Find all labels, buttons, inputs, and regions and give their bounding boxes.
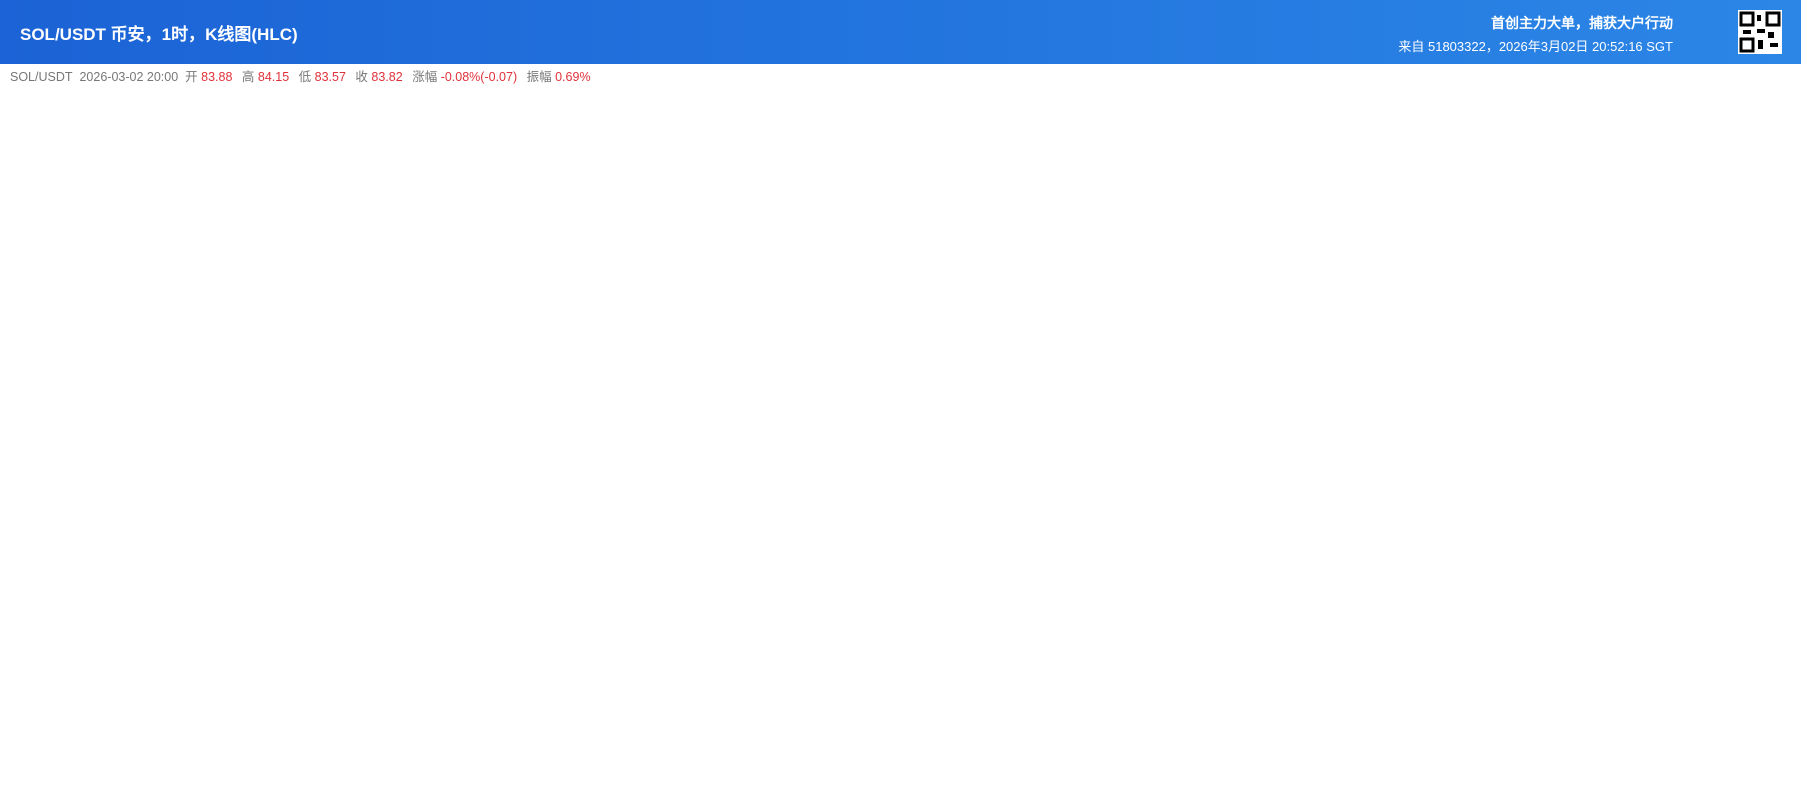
label: 收 [355, 70, 368, 84]
y-tick-label: 89.00 [1745, 252, 1778, 267]
x-tick-label: 2月 12 [489, 764, 527, 779]
y-tick-label: 90.00 [1745, 219, 1778, 234]
expand-button[interactable] [1702, 68, 1720, 84]
symbol: SOL/USDT [10, 70, 73, 84]
y-tick-label: 86.00 [1745, 350, 1778, 365]
logo-icon: Ⓠ [10, 734, 25, 752]
title: SOL/USDT 币安，1时，K线图(HLC) [20, 25, 298, 44]
price-tag [1740, 420, 1799, 441]
level-label: 80.23 [589, 523, 619, 537]
value: 84.15 [257, 70, 290, 84]
y-tick-label: 87.00 [1745, 318, 1778, 333]
countdown-label: 07:44 [1753, 443, 1786, 458]
level-label: 86.64 [511, 313, 541, 327]
x-tick-label: 4月 1 [1644, 764, 1675, 779]
info-bar: SOL/USDT 2026-03-02 20:00 开 83.88 高 84.1… [10, 66, 597, 85]
y-tick-label: 77.00 [1745, 645, 1778, 660]
x-tick-label: 3月 4 [972, 764, 1003, 779]
y-tick-label: 74.00 [1745, 744, 1778, 759]
y-tick-label: 75.00 [1745, 711, 1778, 726]
level-label: 75.35 [434, 683, 464, 697]
y-tick-label: 88.00 [1745, 285, 1778, 300]
logo: AiCoin [30, 733, 85, 752]
x-tick-label: 1月 31 [201, 764, 239, 779]
countdown-tag [1740, 441, 1799, 462]
y-tick-label: 80.00 [1745, 547, 1778, 562]
y-tick-label: 85.00 [1745, 383, 1778, 398]
level-label: 91.35 [520, 159, 550, 173]
level-label: 78.18 [455, 590, 485, 604]
level-label: 88.13 [504, 264, 534, 278]
value: -0.08%(-0.07) [440, 70, 518, 84]
source: 来自 51803322，2026年3月02日 20:52:16 SGT [1398, 39, 1673, 54]
y-tick-label: 78.00 [1745, 613, 1778, 628]
x-tick-label: 2月 8 [396, 764, 427, 779]
y-tick-label: 91.00 [1745, 187, 1778, 202]
value: 83.82 [371, 70, 403, 84]
x-tick-label: 2月 24 [777, 764, 815, 779]
y-tick-label: 79.00 [1745, 580, 1778, 595]
x-tick-label: 3月 20 [1353, 764, 1391, 779]
y-tick-label: 92.00 [1745, 154, 1778, 169]
label: 开 [185, 70, 198, 84]
x-tick-label: 3月 16 [1257, 764, 1295, 779]
y-tick-label: 93.00 [1745, 121, 1778, 136]
y-tick-label: 76.00 [1745, 678, 1778, 693]
y-tick-label: 94.00 [1745, 88, 1778, 103]
time: 2026-03-02 20:00 [79, 70, 179, 84]
x-tick-label: 2月 20 [681, 764, 719, 779]
price-tag-label: 83.82 [1753, 422, 1786, 437]
slogan: 首创主力大单，捕获大户行动 [1491, 15, 1673, 31]
label: 低 [298, 70, 312, 84]
y-tick-label: 84.00 [1745, 416, 1778, 431]
value: 83.88 [201, 70, 233, 84]
y-tick-label: 83.00 [1745, 449, 1778, 464]
level-label: 83.25 [545, 424, 575, 438]
value: 0.69% [555, 70, 591, 84]
x-tick-label: 3月 12 [1161, 764, 1199, 779]
x-tick-label: 3月 24 [1449, 764, 1487, 779]
y-tick-label: 81.00 [1745, 514, 1778, 529]
x-tick-label: 1月 27 [105, 764, 143, 779]
y-tick-label: 82.00 [1745, 481, 1778, 496]
label: 涨幅 [412, 70, 438, 84]
x-tick-label: 2月 4 [300, 764, 331, 779]
x-tick-label: 3月 28 [1545, 764, 1583, 779]
label: 高 [241, 70, 255, 84]
x-tick-label: 2月 28 [873, 764, 911, 779]
value: 83.57 [314, 70, 346, 84]
label: 振幅 [526, 70, 552, 84]
header: SOL/USDT 币安，1时，K线图(HLC) 首创主力大单，捕获大户行动 来自… [0, 0, 1801, 64]
x-tick-label: 3月 8 [1068, 764, 1099, 779]
x-tick-label: 2月 16 [585, 764, 623, 779]
qr-code [1738, 10, 1782, 54]
